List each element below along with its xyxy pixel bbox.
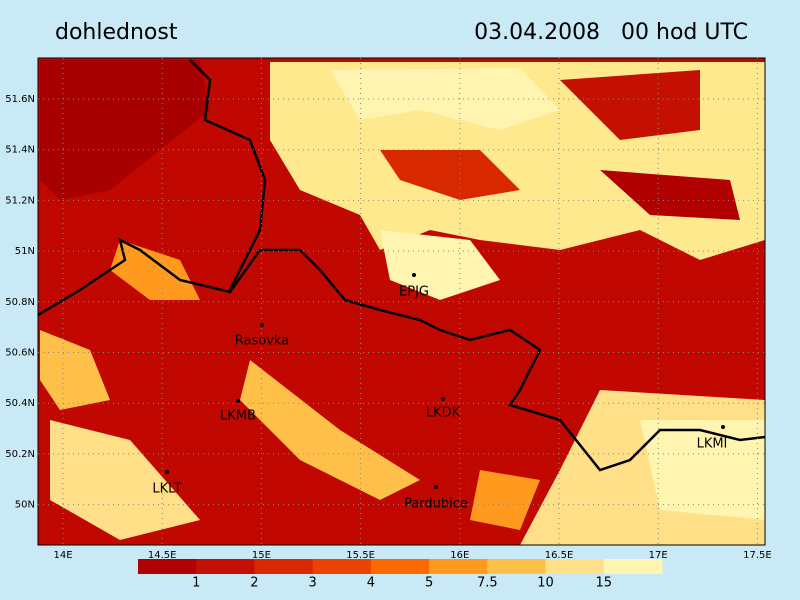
graticule [38,58,765,545]
title: dohlednost [55,20,178,45]
station-label: EPJG [399,285,429,300]
colorbar-swatch [603,559,663,574]
station-dot [441,397,445,401]
field-area [40,330,110,410]
lon-label: 15E [252,550,271,561]
lat-label: 51.6N [5,94,35,105]
field-area [240,360,420,500]
field-area [50,420,200,540]
field-area [600,170,740,220]
station-dot [236,399,240,403]
field-area [560,70,700,140]
lat-label: 50.8N [5,297,35,308]
field-area [40,60,210,200]
lon-label: 15.5E [346,550,375,561]
border [37,237,766,472]
colorbar-label: 7.5 [477,576,498,591]
colorbar-swatch [254,559,314,574]
axis-labels: 51.6N 51.4N 51.2N 51N 50.8N 50.6N 50.4N 50.2N 50… [5,94,771,561]
station-label: LKMI [697,437,728,452]
field-area [380,150,520,200]
station-label: LKDK [426,406,461,421]
lon-label: 17.5E [743,550,772,561]
lat-label: 50N [15,500,35,511]
colorbar-swatch [312,559,372,574]
colorbar-swatch [487,559,547,574]
colorbar: 1 2 3 4 5 7.5 10 15 [138,559,663,591]
field-area [470,470,540,530]
lon-label: 14E [53,550,72,561]
colorbar-label: 15 [596,576,613,591]
lat-label: 50.6N [5,348,35,359]
colorbar-swatch [545,559,605,574]
station-dot [165,470,169,474]
colorbar-label: 10 [537,576,554,591]
map-field [37,57,766,546]
lon-label: 17E [649,550,668,561]
lon-label: 14.5E [148,550,177,561]
colorbar-label: 4 [367,576,375,591]
colorbar-label: 3 [309,576,317,591]
colorbar-label: 5 [425,576,433,591]
station-label: Rasovka [235,334,289,349]
lat-label: 50.4N [5,398,35,409]
lat-label: 51N [15,246,35,257]
colorbar-label: 2 [250,576,258,591]
station-dot [412,273,416,277]
field-area [640,420,765,520]
colorbar-label: 1 [192,576,200,591]
station-dot [260,323,264,327]
lon-label: 16.5E [545,550,574,561]
station-dot [721,425,725,429]
lat-label: 51.2N [5,195,35,206]
field-area [110,240,200,300]
field-area [330,68,560,130]
lon-label: 16E [450,550,469,561]
colorbar-swatch [138,559,197,574]
station-label: LKLT [152,482,181,497]
stations: EPJG Rasovka LKMB LKDK LKLT Pardubice LKMI [152,273,727,512]
border [189,59,267,291]
station-label: Pardubice [404,497,468,512]
field-area [380,230,500,300]
colorbar-swatch [429,559,488,574]
date: 03.04.2008 00 hod UTC [474,20,748,45]
station-label: LKMB [220,409,256,424]
colorbar-swatch [196,559,255,574]
lat-label: 51.4N [5,145,35,156]
colorbar-swatch [370,559,430,574]
lat-label: 50.2N [5,449,35,460]
station-dot [434,485,438,489]
